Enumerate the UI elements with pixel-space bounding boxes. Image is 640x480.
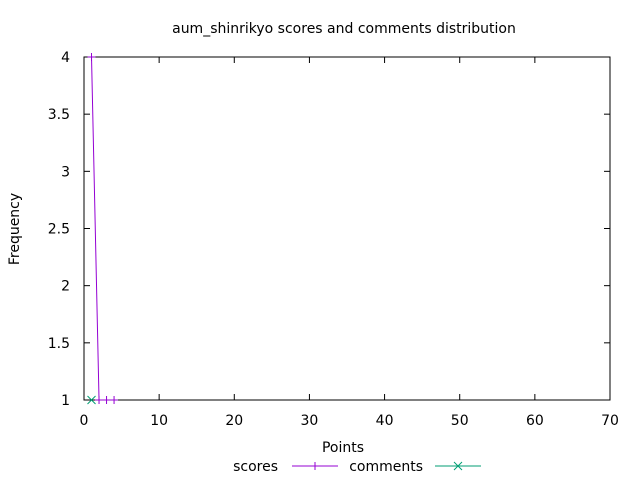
data-point-scores — [87, 53, 96, 61]
chart-title: aum_shinrikyo scores and comments distri… — [172, 21, 516, 37]
plot-series — [87, 53, 119, 405]
legend: scores comments — [233, 459, 481, 475]
y-tick-label: 2.5 — [48, 222, 70, 238]
x-tick-label: 10 — [150, 413, 168, 429]
y-tick-label: 1.5 — [48, 336, 70, 352]
x-tick-label: 0 — [80, 413, 89, 429]
plot-frame — [83, 56, 611, 401]
legend-label-scores: scores — [233, 459, 278, 475]
y-tick-label: 4 — [61, 50, 70, 66]
data-point-comments — [87, 395, 96, 405]
legend-marker-scores — [311, 462, 319, 470]
x-tick-label: 70 — [601, 413, 619, 429]
x-tick-label: 30 — [301, 413, 319, 429]
legend-label-comments: comments — [349, 459, 423, 475]
series-scores — [87, 53, 119, 404]
data-point-scores — [110, 396, 119, 404]
y-tick-label: 2 — [61, 279, 70, 295]
series-comments — [87, 395, 96, 405]
series-line-scores — [91, 56, 115, 401]
axes: 0 10 20 30 40 50 60 70 1 1.5 2 2.5 3 3.5 4 — [48, 50, 619, 429]
y-tick-label: 1 — [61, 393, 70, 409]
x-axis-label: Points — [322, 440, 364, 456]
data-point-scores — [95, 396, 104, 404]
x-tick-label: 40 — [376, 413, 394, 429]
x-tick-label: 50 — [451, 413, 469, 429]
y-tick-label: 3 — [61, 164, 70, 180]
legend-item-comments: comments — [349, 459, 481, 475]
legend-marker-comments — [453, 461, 463, 471]
x-tick-label: 60 — [526, 413, 544, 429]
y-axis-label: Frequency — [7, 193, 23, 265]
data-point-scores — [102, 396, 111, 404]
legend-item-scores: scores — [233, 459, 338, 475]
x-tick-label: 20 — [225, 413, 243, 429]
y-tick-label: 3.5 — [48, 107, 70, 123]
